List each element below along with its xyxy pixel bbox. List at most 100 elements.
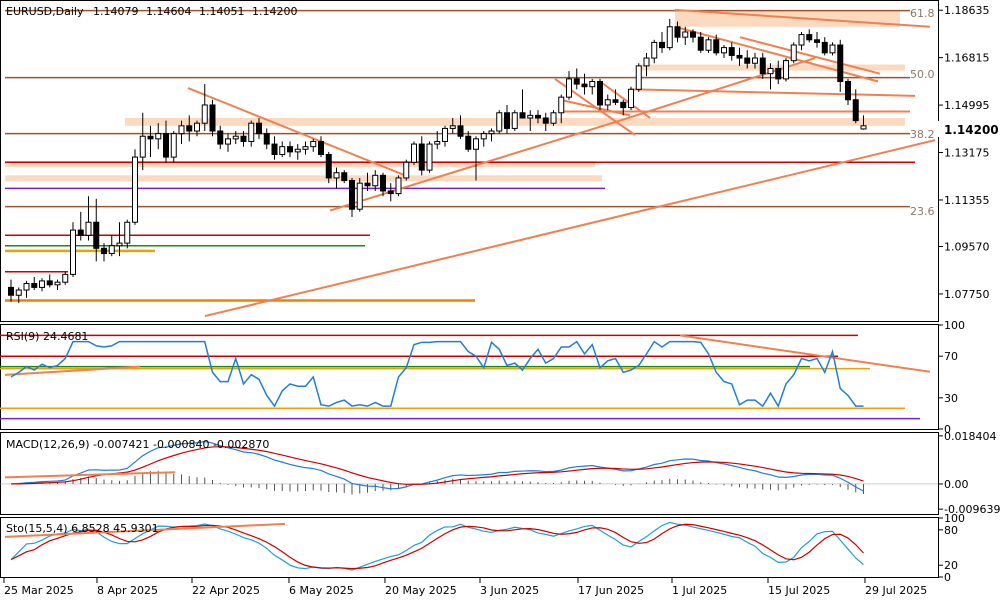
candle-body [263, 133, 270, 145]
price-tick-label: 1.18635 [944, 4, 990, 17]
candle-body [23, 283, 30, 291]
x-tick-label: 8 Apr 2025 [97, 584, 158, 597]
candle-body [829, 44, 836, 54]
macd-signal-line [10, 446, 864, 485]
candle-body [620, 101, 627, 109]
candle-body [209, 104, 216, 132]
candle-body [411, 143, 417, 163]
macd-trend-line [4, 471, 176, 479]
candle-body [682, 31, 689, 38]
trend-lines [187, 8, 936, 318]
fib-label-618: 61.8 [910, 7, 935, 20]
macd-label: MACD(12,26,9) -0.007421 -0.000840 -0.002… [6, 438, 269, 451]
candle-body [54, 281, 61, 286]
macd-tick-label: -0.009639 [944, 503, 1000, 516]
candle-body [535, 114, 541, 119]
rsi-tick-label: 30 [944, 392, 958, 405]
candle-body [418, 143, 425, 171]
candle-body [651, 41, 658, 59]
candlestick-series [8, 18, 867, 304]
candle-body [449, 125, 456, 129]
trend-line [619, 57, 816, 122]
trend-line [629, 88, 916, 97]
x-tick-label: 20 May 2025 [385, 584, 457, 597]
x-tick-label: 3 Jun 2025 [480, 584, 539, 597]
candle-body [511, 112, 518, 129]
candle-body [201, 104, 208, 124]
sto-k-line [10, 521, 864, 571]
current-price-box [938, 121, 1000, 137]
trend-line [739, 36, 881, 75]
candle-body [442, 127, 448, 142]
candle-body [728, 47, 735, 56]
candle-body [349, 180, 355, 210]
rsi-label: RSI(9) 24.4681 [6, 330, 88, 343]
candle-body [163, 133, 169, 158]
candle-body [170, 133, 177, 158]
macd-panel-frame [0, 432, 939, 515]
candle-body [124, 221, 131, 244]
trend-line [674, 8, 931, 28]
trend-line [329, 119, 621, 212]
candle-body [721, 47, 727, 54]
candle-body [62, 273, 69, 283]
candle-body [542, 117, 549, 124]
candle-body [581, 83, 588, 88]
candle-body [573, 78, 580, 85]
candle-body [403, 161, 410, 179]
candle-body [364, 182, 371, 187]
candle-body [434, 140, 441, 145]
candle-body [806, 34, 813, 41]
candle-body [310, 140, 317, 148]
candle-body [287, 146, 293, 153]
rsi-trend-line [4, 365, 141, 376]
macd-tick-label: 0.00 [944, 478, 969, 491]
candle-body [659, 41, 665, 49]
indicator-lines [0, 334, 938, 571]
candle-body [15, 289, 22, 296]
price-tick-label: 1.13175 [944, 147, 990, 160]
candle-body [240, 135, 247, 142]
candle-body [186, 125, 193, 132]
candle-body [558, 96, 565, 114]
candle-body [852, 99, 859, 122]
candle-body [790, 44, 797, 62]
current-price-label: 1.14200 [944, 123, 999, 137]
price-tick-label: 1.11355 [944, 194, 990, 207]
price-panel-frame [0, 0, 939, 322]
candle-body [302, 146, 309, 150]
price-tick-label: 1.14995 [944, 99, 990, 112]
candle-body [604, 99, 611, 106]
sto-tick-label: 0 [944, 571, 951, 584]
candle-body [318, 140, 324, 155]
resistance-zone [5, 175, 602, 182]
candle-body [635, 65, 642, 90]
fib-label-500: 50.0 [910, 68, 935, 81]
rsi-trend-line [679, 334, 931, 373]
candle-body [752, 57, 758, 64]
rsi-tick-label: 0 [944, 423, 951, 436]
candle-body [46, 280, 53, 286]
candle-body [845, 81, 851, 101]
candle-body [155, 133, 162, 140]
candle-body [39, 280, 45, 288]
x-tick-label: 1 Jul 2025 [672, 584, 727, 597]
candle-body [356, 182, 363, 210]
candle-body [77, 229, 84, 236]
x-tick-label: 6 May 2025 [289, 584, 354, 597]
candle-body [232, 135, 239, 140]
x-axis-ticks: 25 Mar 2025 8 Apr 2025 22 Apr 2025 6 May 20… [3, 578, 927, 597]
price-header: EURUSD,Daily 1.14079 1.14604 1.14051 1.1… [6, 5, 297, 18]
horizontal-levels [5, 9, 915, 302]
fib-label-236: 23.6 [910, 205, 935, 218]
candle-body [612, 99, 619, 103]
candle-body [496, 112, 503, 132]
x-tick-label: 25 Mar 2025 [4, 584, 74, 597]
candle-body [256, 122, 262, 135]
candle-body [589, 81, 596, 88]
candle-body [775, 67, 782, 80]
macd-line [10, 440, 864, 492]
rsi-line [10, 340, 864, 408]
sto-trend-line [4, 522, 286, 538]
candle-body [279, 146, 286, 155]
